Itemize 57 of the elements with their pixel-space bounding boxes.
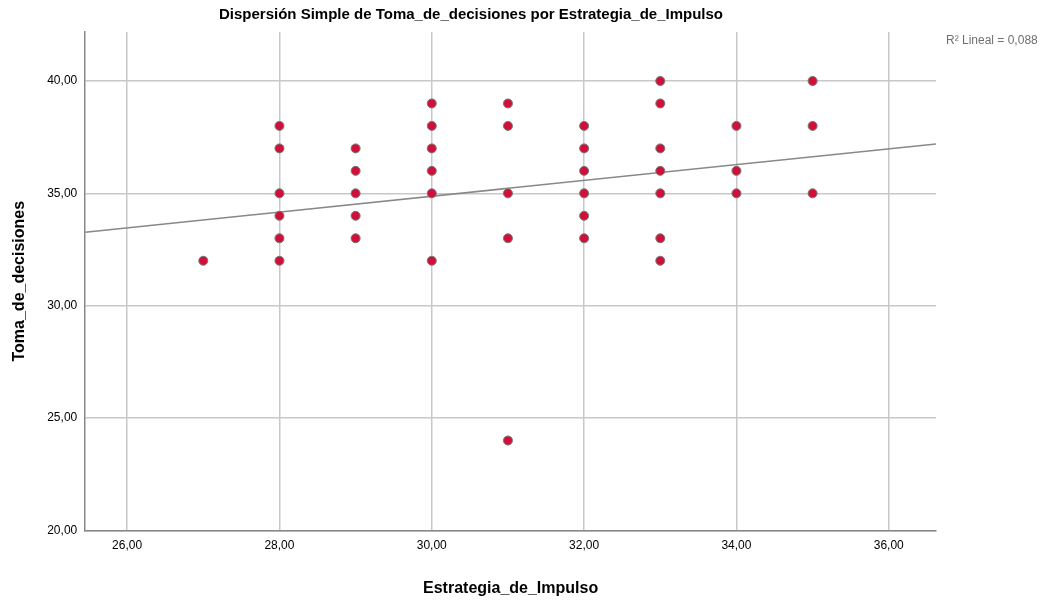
point <box>579 188 590 199</box>
point <box>731 120 742 131</box>
point <box>655 143 666 154</box>
point <box>502 435 513 446</box>
point <box>655 75 666 86</box>
point <box>655 98 666 109</box>
x-tick-label: 30,00 <box>416 537 448 552</box>
point <box>502 98 513 109</box>
point <box>426 120 437 131</box>
point <box>426 143 437 154</box>
y-tick-label: 40,00 <box>47 73 78 88</box>
text: R² Lineal = 0,088 <box>946 33 1039 48</box>
y-tick-label: 35,00 <box>47 185 78 200</box>
point <box>274 143 285 154</box>
x-tick-label: 36,00 <box>873 537 905 552</box>
point <box>731 165 742 176</box>
point <box>579 210 590 221</box>
point <box>350 233 361 244</box>
x-tick-label: 26,00 <box>112 537 143 552</box>
point <box>655 188 666 199</box>
point <box>274 120 285 131</box>
point <box>274 188 285 199</box>
x-axis-title: Estrategia_de_Impulso <box>423 578 599 596</box>
point <box>731 188 742 199</box>
point <box>579 120 590 131</box>
point <box>579 165 590 176</box>
chart-title: Dispersión Simple de Toma_de_decisiones por Estrategia_de_Impulso <box>218 5 724 23</box>
point <box>350 143 361 154</box>
point <box>502 188 513 199</box>
point <box>350 188 361 199</box>
point <box>655 255 666 266</box>
point <box>807 188 818 199</box>
point <box>274 233 285 244</box>
point <box>350 165 361 176</box>
point <box>426 98 437 109</box>
point <box>655 233 666 244</box>
x-tick-label: 34,00 <box>721 537 752 552</box>
point <box>274 255 285 266</box>
point <box>502 120 513 131</box>
point <box>579 143 590 154</box>
point <box>655 165 666 176</box>
point <box>426 188 437 199</box>
point <box>426 165 437 176</box>
x-tick-label: 32,00 <box>569 537 600 552</box>
y-tick-label: 25,00 <box>47 410 78 425</box>
point <box>426 255 437 266</box>
y-tick-label: 30,00 <box>47 298 78 313</box>
point <box>198 255 209 266</box>
point <box>502 233 513 244</box>
point <box>807 120 818 131</box>
point <box>807 75 818 86</box>
point <box>350 210 361 221</box>
x-tick-label: 28,00 <box>264 537 295 552</box>
point <box>274 210 285 221</box>
point <box>579 233 590 244</box>
y-tick-label: 20,00 <box>47 522 78 537</box>
y-axis-title: Toma_de_decisiones <box>10 200 28 362</box>
